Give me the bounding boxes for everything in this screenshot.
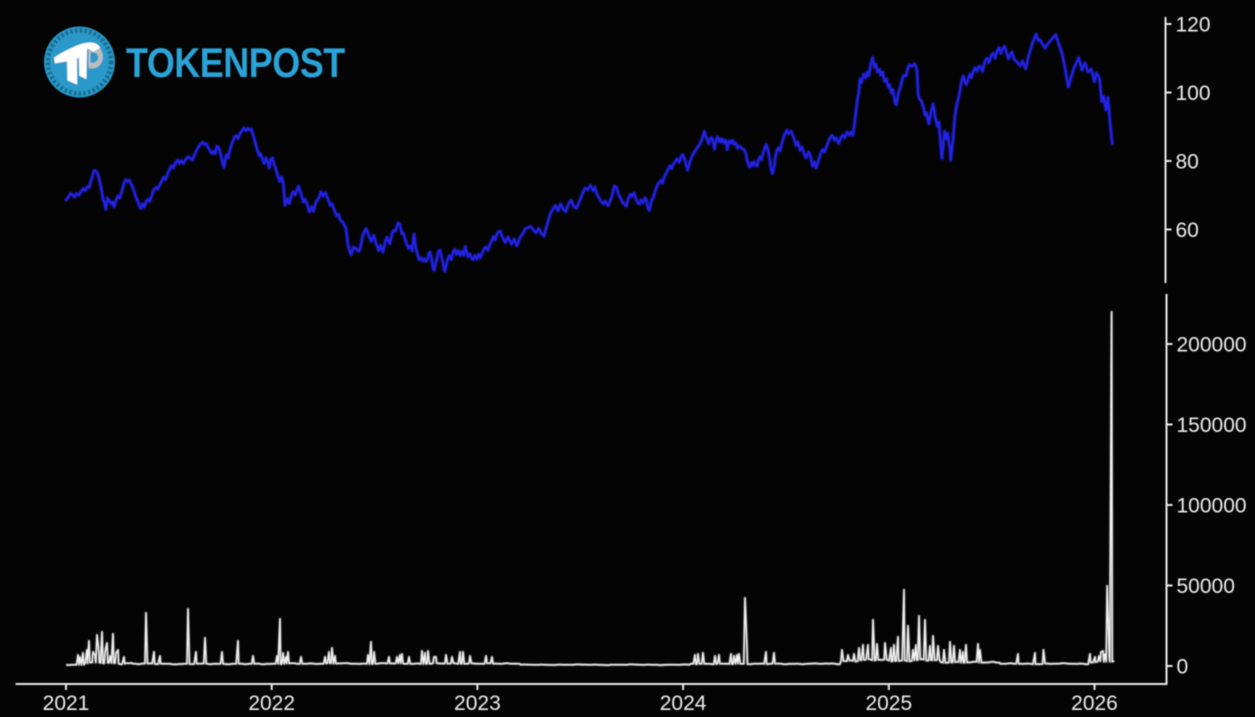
svg-text:80: 80: [1176, 151, 1199, 174]
svg-text:0: 0: [1177, 656, 1189, 679]
svg-text:120: 120: [1176, 14, 1211, 37]
svg-text:2023: 2023: [454, 692, 501, 715]
svg-text:200000: 200000: [1177, 334, 1247, 357]
svg-text:2022: 2022: [248, 692, 295, 715]
svg-text:2025: 2025: [865, 692, 912, 715]
svg-text:50000: 50000: [1177, 575, 1235, 598]
svg-text:100000: 100000: [1177, 495, 1247, 518]
svg-text:2026: 2026: [1071, 692, 1118, 715]
svg-text:TOKENPOST: TOKENPOST: [126, 40, 345, 86]
svg-text:100: 100: [1176, 82, 1211, 105]
svg-text:60: 60: [1176, 219, 1199, 242]
svg-text:150000: 150000: [1177, 414, 1247, 437]
svg-text:2021: 2021: [43, 692, 90, 715]
svg-text:2024: 2024: [660, 692, 707, 715]
